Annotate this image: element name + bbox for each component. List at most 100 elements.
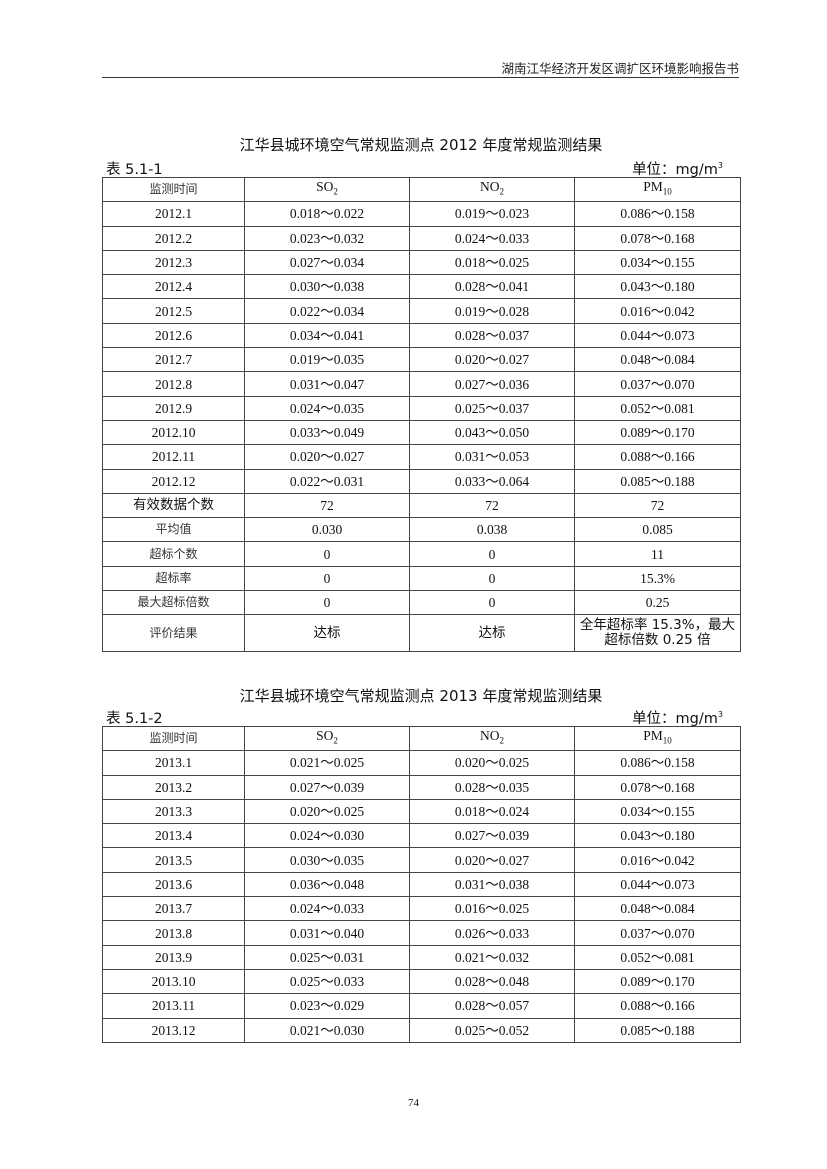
table-cell: 2012.10 (102, 419, 245, 446)
summary-row: 超标率 0 0 15.3% (102, 565, 741, 592)
table-cell: 2013.8 (102, 920, 245, 946)
table-cell: 0.023～0.029 (244, 993, 410, 1019)
table-cell: 0.033～0.064 (409, 468, 575, 494)
table-cell: 2012.1 (102, 201, 245, 227)
table-row: 2013.11 0.023～0.029 0.028～0.057 0.088～0.166 (102, 993, 741, 1019)
column-header: 监测时间 (102, 725, 245, 752)
table-cell: 达标 (244, 614, 410, 653)
table-cell: 0.019～0.028 (409, 298, 575, 324)
subscript: 10 (662, 735, 672, 746)
table-cell: 0.030～0.035 (244, 847, 410, 873)
table-cell: 0.034～0.041 (244, 322, 410, 349)
table-cell: 2013.12 (102, 1017, 245, 1043)
table-cell: 2012.3 (102, 249, 245, 276)
table-cell: 0.043～0.050 (409, 419, 575, 446)
table-cell: 全年超标率 15.3%，最大超标倍数 0.25 倍 (574, 614, 741, 653)
table-row: 2012.3 0.027～0.034 0.018～0.025 0.034～0.155 (102, 249, 741, 276)
table-number: 表 5.1-2 (106, 711, 163, 727)
table-row: 2013.5 0.030～0.035 0.020～0.027 0.016～0.042 (102, 847, 741, 873)
table-cell: 0.043～0.180 (574, 823, 741, 849)
subscript: 2 (499, 186, 505, 197)
table-cell: 0.030～0.038 (244, 274, 410, 300)
table-row: 2013.10 0.025～0.033 0.028～0.048 0.089～0.170 (102, 968, 741, 995)
subscript: 2 (499, 735, 505, 746)
table-cell: 0.028～0.048 (409, 968, 575, 995)
table-cell: 0.023～0.032 (244, 225, 410, 251)
table-cell: 0.033～0.049 (244, 419, 410, 446)
table-cell: 0.024～0.030 (244, 823, 410, 849)
table-cell: 0.021～0.030 (244, 1017, 410, 1043)
header-row: 监测时间 SO2 NO2 PM10 (102, 725, 741, 752)
table-cell: 11 (574, 541, 741, 567)
subscript: 10 (662, 186, 672, 197)
table-cell: 0.027～0.039 (244, 774, 410, 800)
table-cell: 0.048～0.084 (574, 347, 741, 373)
table-cell: 2013.6 (102, 871, 245, 898)
table-cell: 0.036～0.048 (244, 871, 410, 898)
column-header: NO2 (409, 176, 575, 203)
table-cell: 0.018～0.024 (409, 798, 575, 825)
table-cell: 2012.9 (102, 395, 245, 421)
table-cell: 0.019～0.035 (244, 347, 410, 373)
table-cell: 0.022～0.031 (244, 468, 410, 494)
table-cell: 0.052～0.081 (574, 395, 741, 421)
table-cell: 0.031～0.053 (409, 444, 575, 470)
table-cell: 0.031～0.047 (244, 371, 410, 397)
table-cell: 2012.12 (102, 468, 245, 494)
table-cell: 2013.11 (102, 993, 245, 1019)
table-row: 2013.7 0.024～0.033 0.016～0.025 0.048～0.084 (102, 896, 741, 922)
table-cell: 平均值 (102, 517, 245, 543)
column-header-label: SO (316, 179, 334, 195)
table-cell: 0.020～0.027 (409, 347, 575, 373)
table-cell: 0 (244, 565, 410, 592)
table-cell: 0.25 (574, 590, 741, 616)
summary-row: 评价结果 达标 达标 全年超标率 15.3%，最大超标倍数 0.25 倍 (102, 614, 741, 653)
monitoring-table-2013: 监测时间 SO2 NO2 PM10 2013.1 0.021～0.025 0.020～0.0… (102, 725, 741, 1043)
table-cell: 2013.10 (102, 968, 245, 995)
table-row: 2012.2 0.023～0.032 0.024～0.033 0.078～0.168 (102, 225, 741, 251)
table-cell: 2012.5 (102, 298, 245, 324)
table-row: 2012.10 0.033～0.049 0.043～0.050 0.089～0.170 (102, 419, 741, 446)
table-cell: 0.086～0.158 (574, 750, 741, 776)
table-row: 2012.4 0.030～0.038 0.028～0.041 0.043～0.180 (102, 274, 741, 300)
table-cell: 0.089～0.170 (574, 419, 741, 446)
table-cell: 0.016～0.042 (574, 847, 741, 873)
table-title: 江华县城环境空气常规监测点 2012 年度常规监测结果 (239, 136, 603, 154)
table-cell: 0.089～0.170 (574, 968, 741, 995)
table-row: 2013.9 0.025～0.031 0.021～0.032 0.052～0.081 (102, 944, 741, 970)
table-row: 2012.6 0.034～0.041 0.028～0.037 0.044～0.073 (102, 322, 741, 349)
table-cell: 0.020～0.025 (409, 750, 575, 776)
table-cell: 0.028～0.041 (409, 274, 575, 300)
table-cell: 0.044～0.073 (574, 322, 741, 349)
table-row: 2013.1 0.021～0.025 0.020～0.025 0.086～0.158 (102, 750, 741, 776)
table-cell: 0.025～0.037 (409, 395, 575, 421)
column-header-label: PM (643, 179, 663, 195)
table-cell: 2013.9 (102, 944, 245, 970)
table-cell: 0.085～0.188 (574, 468, 741, 494)
summary-row: 超标个数 0 0 11 (102, 541, 741, 567)
table-cell: 0.085 (574, 517, 741, 543)
table-row: 2013.2 0.027～0.039 0.028～0.035 0.078～0.168 (102, 774, 741, 800)
table-cell: 0.020～0.027 (409, 847, 575, 873)
table-cell: 0.024～0.035 (244, 395, 410, 421)
table-cell: 0.020～0.025 (244, 798, 410, 825)
table-cell: 0.021～0.025 (244, 750, 410, 776)
table-cell: 0.025～0.052 (409, 1017, 575, 1043)
table-row: 2012.7 0.019～0.035 0.020～0.027 0.048～0.084 (102, 347, 741, 373)
column-header-label: 监测时间 (149, 731, 198, 746)
table-row: 2013.4 0.024～0.030 0.027～0.039 0.043～0.180 (102, 823, 741, 849)
table-title: 江华县城环境空气常规监测点 2013 年度常规监测结果 (239, 687, 603, 705)
table-cell: 0.016～0.025 (409, 896, 575, 922)
table-row: 2012.8 0.031～0.047 0.027～0.036 0.037～0.070 (102, 371, 741, 397)
column-header: PM10 (574, 176, 741, 203)
table-cell: 0.027～0.039 (409, 823, 575, 849)
table-cell: 2012.2 (102, 225, 245, 251)
table-cell: 0.021～0.032 (409, 944, 575, 970)
column-header: PM10 (574, 725, 741, 752)
header-row: 监测时间 SO2 NO2 PM10 (102, 176, 741, 203)
table-cell: 72 (244, 492, 410, 519)
table-cell: 0 (409, 590, 575, 616)
column-header-label: NO (480, 728, 500, 744)
table-cell: 2013.2 (102, 774, 245, 800)
table-cell: 72 (574, 492, 741, 519)
